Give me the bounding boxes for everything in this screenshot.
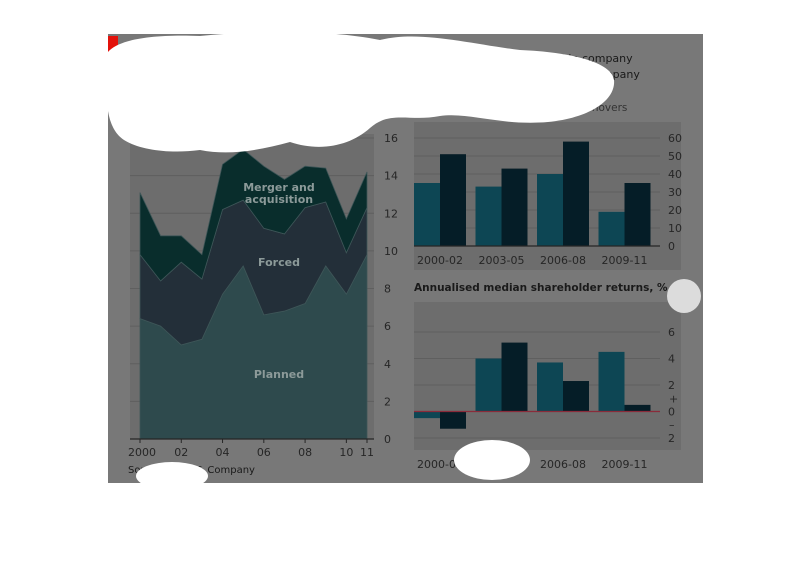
shareholder-returns-title: Annualised median shareholder returns, %	[414, 282, 668, 294]
bar2-bar-within	[598, 351, 625, 412]
bar1-bar-within	[537, 174, 563, 246]
bar2-bar-outside	[501, 342, 528, 412]
bar1-ytick-label: 10	[668, 222, 682, 235]
bar2-bar-outside	[563, 381, 589, 412]
bar2-bar-within	[414, 411, 440, 419]
bar2-xtick-label: 2009-11	[602, 458, 648, 471]
area-ytick-label: 6	[384, 320, 391, 333]
forced-turnovers-chart: 0 10 20 30 40 50 60 2000-02 2003-05 2006-08 2009-…	[414, 122, 682, 270]
forced-turnovers-title: Forced turnovers	[414, 88, 508, 101]
bar1-bar-outside	[563, 141, 589, 246]
bar2-xtick-label: 2006-08	[540, 458, 586, 471]
area-layer-merger	[139, 148, 368, 282]
area-ytick-label: 12	[384, 207, 398, 220]
bar1-ytick-label: 0	[668, 240, 675, 253]
bar2-ytick-label: 4	[668, 353, 675, 366]
legend-outside: CEO recruited from outside company	[414, 68, 640, 81]
area-ytick-label: 0	[384, 433, 391, 446]
area-xtick-label: 11	[360, 446, 374, 459]
merger-annotation-line1: Merger and	[243, 181, 315, 194]
bar1-xtick-label: 2006-08	[540, 254, 586, 267]
bar2-bar-outside	[440, 411, 466, 429]
bar1-bar-within	[414, 183, 440, 246]
bar1-bar-outside	[440, 154, 466, 246]
area-xtick-label: 06	[257, 446, 271, 459]
legend-within-swatch	[414, 53, 432, 63]
bar2-ytick-label: 6	[668, 326, 675, 339]
area-ytick-label: 8	[384, 283, 391, 296]
bar1-ytick-label: 50	[668, 150, 682, 163]
area-ytick-label: 4	[384, 358, 391, 371]
shareholder-returns-chart: 2 0 2 4 6 + – 2000-02 2003-05 2006-08 2009-11	[414, 302, 681, 471]
bar1-xtick-label: 2000-02	[417, 254, 463, 267]
area-ytick-label: 2	[384, 395, 391, 408]
bar2-bar-outside	[624, 404, 651, 412]
area-ytick-label: 10	[384, 245, 398, 258]
bar2-ytick-label: 2	[668, 379, 675, 392]
bar1-bar-within	[475, 186, 502, 246]
bar1-xtick-label: 2003-05	[479, 254, 525, 267]
legend-within-label: CEO recruited from within company	[436, 52, 633, 65]
figure-subtitle: in the 2,500 biggest global public compa…	[128, 67, 376, 80]
planned-annotation: Planned	[254, 368, 304, 381]
forced-turnovers-subtitle: as % of all forced and planned turnovers	[414, 102, 628, 114]
bar1-bar-outside	[624, 183, 651, 246]
area-ytick-label: 16	[384, 132, 398, 145]
bar1-ytick-label: 40	[668, 168, 682, 181]
chart-figure: 0 2 4 6 8 10 12 14 16 2000 02 04 06 08 10 11 Merger an…	[108, 34, 703, 483]
area-ytick-label: 14	[384, 170, 398, 183]
area-xtick-label: 2000	[128, 446, 156, 459]
bar2-ytick-label: 2	[668, 432, 675, 445]
area-xtick-label: 04	[216, 446, 230, 459]
bar1-ytick-label: 30	[668, 186, 682, 199]
bar1-ytick-label: 60	[668, 132, 682, 145]
bar1-bar-within	[598, 211, 625, 246]
forced-annotation: Forced	[258, 256, 300, 269]
legend-within: CEO recruited from within company	[414, 52, 633, 65]
merger-annotation-line2: acquisition	[245, 193, 313, 206]
bar2-xtick-label: 2000-02	[417, 458, 463, 471]
bar2-bar-within	[475, 358, 502, 412]
figure-title: CEO turnover and performance	[128, 49, 374, 65]
bar2-minus-marker: –	[669, 419, 675, 432]
bar1-xtick-label: 2009-11	[602, 254, 648, 267]
legend-outside-label: CEO recruited from outside company	[436, 68, 640, 81]
bar2-xtick-label: 2003-05	[479, 458, 525, 471]
bar1-ytick-label: 20	[668, 204, 682, 217]
area-xtick-label: 02	[174, 446, 188, 459]
bar2-bar-within	[537, 362, 563, 412]
legend-outside-swatch	[414, 69, 432, 79]
source-note: Source: Booz & Company	[128, 465, 255, 476]
area-xtick-label: 08	[298, 446, 312, 459]
bar2-ytick-label: 0	[668, 406, 675, 419]
bar1-bar-outside	[501, 168, 528, 246]
bar2-plus-marker: +	[669, 393, 678, 406]
area-chart-title: Annual turnover by cause, %	[128, 87, 288, 100]
area-xtick-label: 10	[339, 446, 353, 459]
